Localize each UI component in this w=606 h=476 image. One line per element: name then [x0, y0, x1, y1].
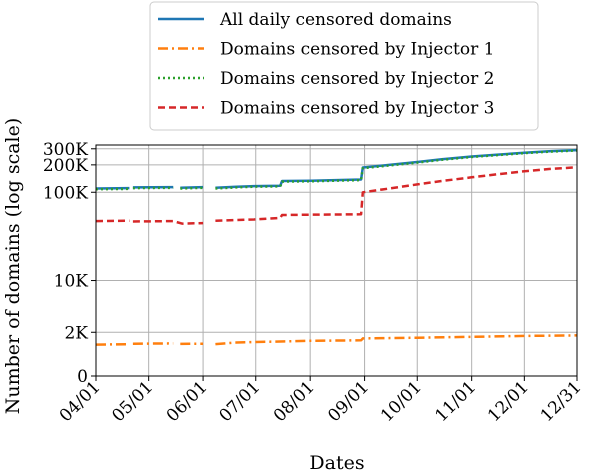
y-tick-label: 300K: [43, 140, 88, 160]
x-tick-label: 12/31: [537, 377, 586, 426]
y-tick-label: 10K: [54, 272, 89, 292]
legend-items: All daily censored domains Domains censor…: [158, 10, 494, 119]
legend-frame: [149, 1, 539, 131]
legend: All daily censored domains Domains censor…: [149, 1, 539, 131]
x-tick-label: 10/01: [377, 377, 426, 426]
tick-layer: 04/01 05/01 06/01 07/01 08/01 09/01 10/01 11/01…: [43, 140, 586, 426]
series-line-3: [95, 149, 578, 191]
x-tick-label: 12/01: [484, 377, 533, 426]
x-tick-label: 05/01: [108, 377, 157, 426]
y-tick-label: 2K: [64, 323, 88, 343]
legend-label: Domains censored by Injector 1: [220, 40, 494, 60]
legend-label: All daily censored domains: [219, 10, 452, 30]
y-tick-label: 200K: [43, 156, 88, 176]
y-tick-label: 100K: [43, 183, 88, 203]
series-line-1: [95, 148, 578, 190]
x-tick-label: 06/01: [163, 377, 212, 426]
x-tick-label: 09/01: [324, 377, 373, 426]
x-tick-label: 08/01: [270, 377, 319, 426]
y-axis-label: Number of domains (log scale): [2, 118, 24, 415]
series-line-2: [95, 334, 578, 346]
plot-frame: [95, 144, 578, 377]
x-tick-label: 11/01: [431, 377, 480, 426]
x-tick-label: 07/01: [215, 377, 264, 426]
legend-label: Domains censored by Injector 2: [220, 69, 494, 89]
y-tick-label: 0: [77, 367, 88, 387]
series-layer: [95, 148, 578, 346]
x-axis-label: Dates: [309, 452, 364, 474]
series-line-4: [95, 166, 578, 225]
legend-label: Domains censored by Injector 3: [220, 99, 494, 119]
